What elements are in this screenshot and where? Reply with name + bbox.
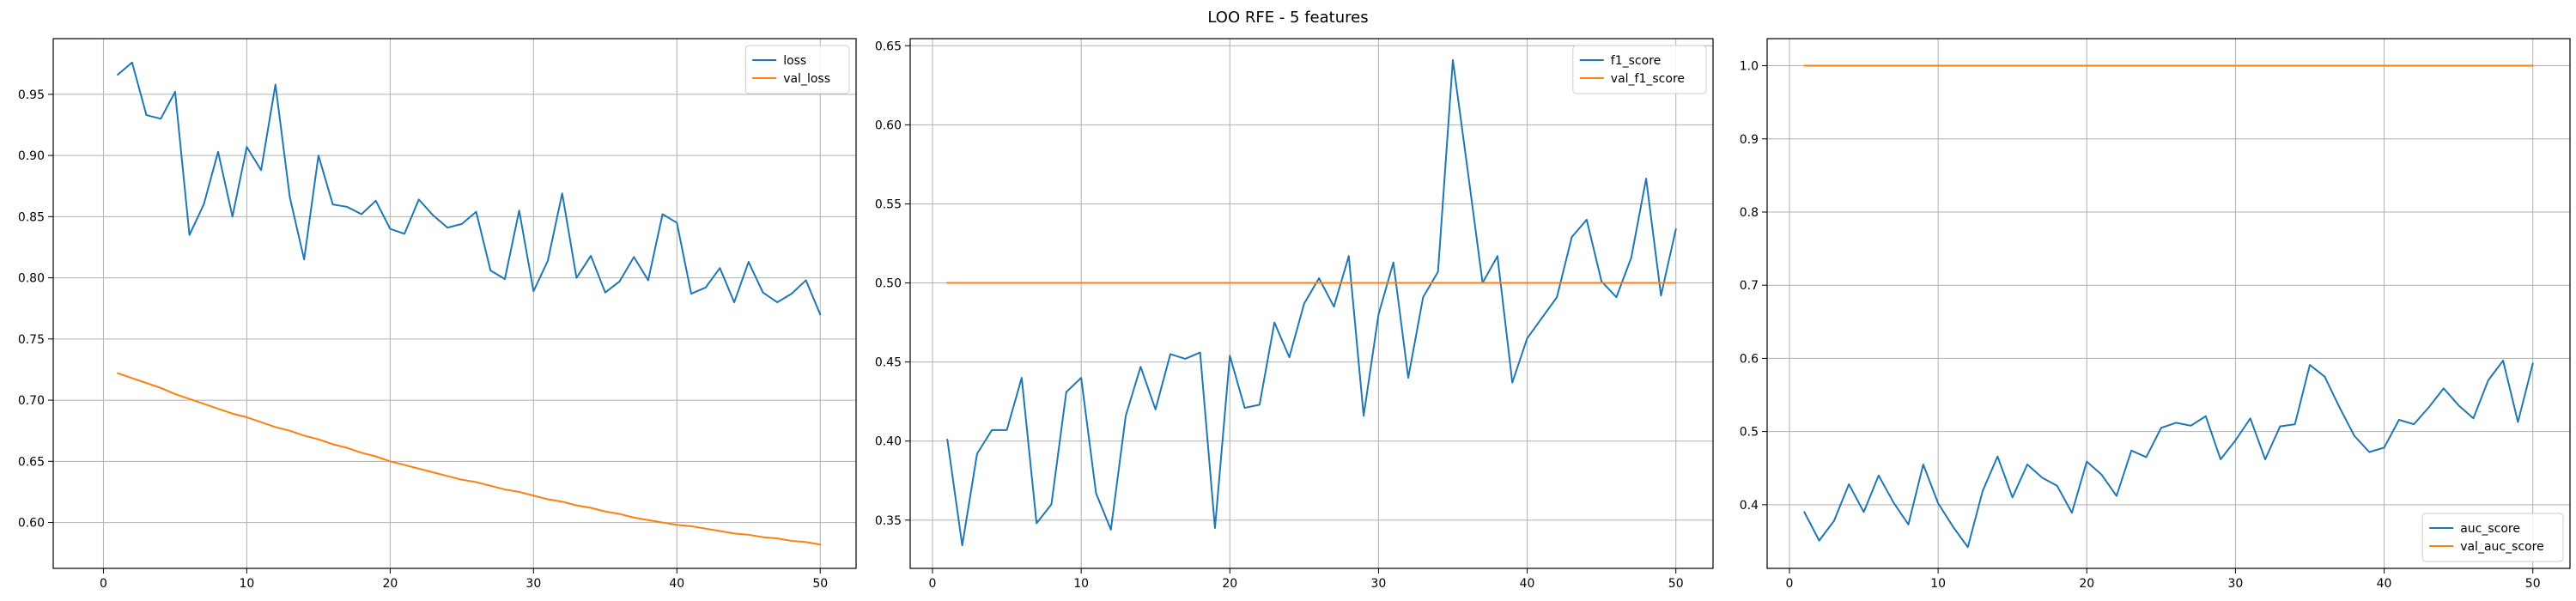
x-tick-label: 30 bbox=[2228, 577, 2244, 591]
x-tick-label: 50 bbox=[2525, 577, 2541, 591]
y-tick-label: 0.60 bbox=[875, 118, 902, 132]
series-line-f1_score bbox=[946, 58, 1677, 547]
axes-frame bbox=[909, 38, 1714, 569]
legend: f1_score val_f1_score bbox=[1572, 45, 1707, 94]
x-tick-label: 40 bbox=[669, 577, 684, 591]
series-line-val_loss bbox=[117, 372, 822, 546]
legend-box bbox=[2421, 513, 2564, 562]
y-tick-label: 0.7 bbox=[1740, 279, 1759, 293]
figure-title: LOO RFE - 5 features bbox=[1207, 9, 1369, 27]
axes-frame bbox=[52, 38, 857, 569]
x-tick-label: 30 bbox=[1371, 577, 1387, 591]
legend-box bbox=[1572, 45, 1707, 94]
legend-box bbox=[744, 45, 850, 94]
y-tick-label: 0.80 bbox=[18, 272, 45, 286]
y-tick-label: 0.4 bbox=[1740, 499, 1759, 513]
x-tick-label: 20 bbox=[2079, 577, 2094, 591]
subplot-2: 0 10 20 30 40 50 0.35 0.40 0.45 0.50 0.55 0.60 0.65 f… bbox=[875, 38, 1714, 591]
y-tick-label: 0.85 bbox=[18, 210, 45, 224]
y-tick-label: 0.60 bbox=[18, 517, 45, 531]
legend: loss val_loss bbox=[744, 45, 850, 94]
x-tick-label: 20 bbox=[1222, 577, 1237, 591]
y-tick-label: 0.65 bbox=[18, 455, 45, 469]
x-tick-label: 0 bbox=[1786, 577, 1794, 591]
legend-label-auc_score: auc_score bbox=[2460, 522, 2520, 536]
x-tick-label: 30 bbox=[526, 577, 541, 591]
x-tick-label: 40 bbox=[2377, 577, 2392, 591]
series-line-loss bbox=[117, 61, 822, 316]
y-tick-label: 0.6 bbox=[1740, 352, 1759, 366]
y-tick-label: 0.55 bbox=[875, 197, 902, 211]
x-tick-label: 50 bbox=[1668, 577, 1684, 591]
series-line-auc_score bbox=[1803, 359, 2534, 549]
y-tick-label: 0.40 bbox=[875, 435, 902, 449]
y-tick-label: 0.50 bbox=[875, 277, 902, 291]
axes-frame bbox=[1766, 38, 2571, 569]
y-tick-label: 0.75 bbox=[18, 333, 45, 347]
legend: auc_score val_auc_score bbox=[2421, 513, 2564, 562]
x-tick-label: 0 bbox=[100, 577, 107, 591]
legend-label-loss: loss bbox=[783, 54, 806, 68]
legend-label-val_loss: val_loss bbox=[783, 72, 830, 86]
x-tick-label: 10 bbox=[1073, 577, 1089, 591]
x-tick-label: 50 bbox=[812, 577, 828, 591]
y-tick-label: 0.70 bbox=[18, 394, 45, 408]
x-tick-label: 40 bbox=[1520, 577, 1535, 591]
y-tick-label: 1.0 bbox=[1740, 60, 1759, 74]
y-tick-label: 0.65 bbox=[875, 39, 902, 53]
y-tick-label: 0.5 bbox=[1740, 426, 1759, 440]
legend-label-val_auc_score: val_auc_score bbox=[2460, 540, 2544, 554]
subplot-1: 0 10 20 30 40 50 0.60 0.65 0.70 0.75 0.80 0.85 0.90 0… bbox=[18, 38, 857, 591]
legend-label-f1_score: f1_score bbox=[1611, 54, 1661, 68]
y-tick-label: 0.35 bbox=[875, 514, 902, 528]
y-tick-label: 0.9 bbox=[1740, 133, 1759, 147]
y-tick-label: 0.8 bbox=[1740, 206, 1759, 220]
y-tick-label: 0.45 bbox=[875, 356, 902, 370]
legend-label-val_f1_score: val_f1_score bbox=[1611, 72, 1685, 86]
x-tick-label: 20 bbox=[382, 577, 398, 591]
x-tick-label: 0 bbox=[929, 577, 937, 591]
y-tick-label: 0.90 bbox=[18, 149, 45, 163]
x-tick-label: 10 bbox=[239, 577, 254, 591]
x-tick-label: 10 bbox=[1930, 577, 1946, 591]
y-tick-label: 0.95 bbox=[18, 88, 45, 102]
subplot-3: 0 10 20 30 40 50 0.4 0.5 0.6 0.7 0.8 0.9 1.0 auc_scor… bbox=[1740, 38, 2571, 591]
